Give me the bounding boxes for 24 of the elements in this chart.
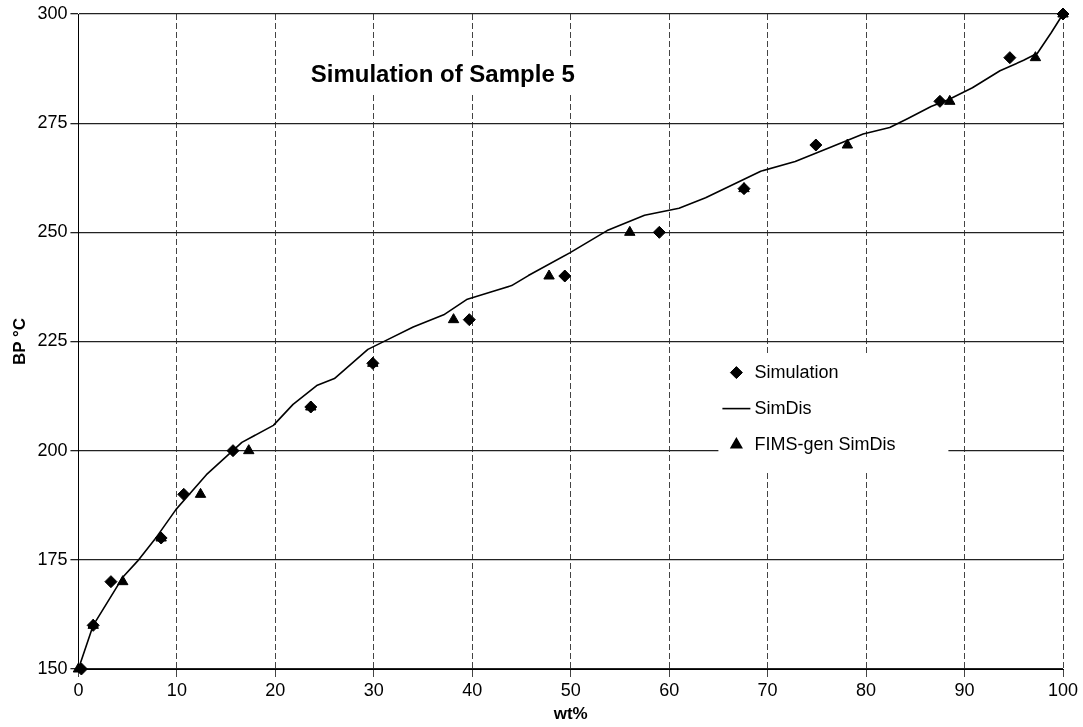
y-tick-label: 175 — [37, 548, 68, 569]
y-tick-label: 250 — [37, 221, 68, 242]
x-tick-label: 90 — [954, 679, 975, 700]
y-tick-label: 300 — [37, 2, 68, 23]
y-axis-title: BP °C — [9, 317, 29, 366]
x-tick-label: 30 — [363, 679, 384, 700]
x-tick-label: 0 — [73, 679, 84, 700]
y-tick-label: 275 — [37, 112, 68, 133]
x-tick-label: 50 — [560, 679, 581, 700]
y-tick-label: 225 — [37, 330, 68, 351]
text: Simulation of Sample 5 — [310, 59, 575, 87]
x-tick-label: 60 — [659, 679, 680, 700]
x-tick-label: 10 — [166, 679, 187, 700]
x-tick-label: 40 — [462, 679, 483, 700]
legend-label: SimDis — [754, 397, 812, 418]
x-tick-label: 80 — [856, 679, 877, 700]
legend-label: FIMS-gen SimDis — [754, 433, 896, 454]
x-tick-label: 100 — [1047, 679, 1079, 700]
y-tick-label: 150 — [37, 657, 68, 678]
legend-label: Simulation — [754, 361, 839, 382]
x-axis-title: wt% — [552, 704, 588, 724]
y-tick-label: 200 — [37, 439, 68, 460]
x-tick-label: 20 — [265, 679, 286, 700]
x-tick-label: 70 — [757, 679, 778, 700]
